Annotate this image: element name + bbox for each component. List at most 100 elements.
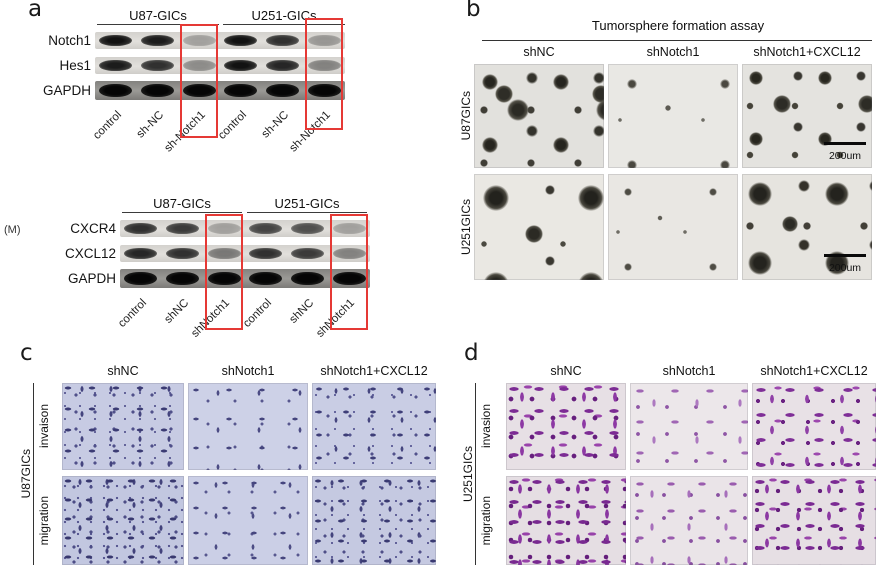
protein-band [249, 272, 283, 285]
row-label-invasion: invasion [478, 404, 493, 449]
micrograph-u251-migration-shnc [506, 476, 626, 565]
protein-label: CXCR4 [70, 221, 116, 236]
lane-label: sh-NC [134, 109, 167, 141]
blot-strip [120, 269, 370, 288]
micrograph-u87-migration-shnotch1 [188, 476, 308, 565]
protein-band [307, 60, 341, 71]
lane-label: control [216, 109, 250, 142]
micrograph-u251-shnotch1-spheres [608, 174, 738, 280]
scale-bar: 200um [824, 142, 866, 164]
micrograph-u87-invasion-shnc [62, 383, 184, 470]
protein-label: GAPDH [67, 271, 116, 286]
protein-band [207, 248, 241, 259]
micrograph-u87-invasion-shnotch1 [188, 383, 308, 470]
protein-band [124, 272, 158, 285]
panel-a: a U87-GICs U251-GICs Notch1 Hes1 [4, 0, 450, 346]
column-header-shnc: shNC [550, 364, 582, 378]
protein-band [182, 60, 216, 71]
protein-band [124, 248, 158, 259]
blot-row-gapdh: GAPDH [40, 78, 352, 103]
title-underline [482, 40, 872, 41]
scale-bar: 200um [824, 254, 866, 276]
protein-band [332, 272, 366, 285]
micrograph-u87-migration-shnotch1-cxcl12 [312, 476, 436, 565]
lane-label: shNC [162, 297, 192, 326]
blot-strip [120, 245, 370, 262]
panel-c-letter: c [20, 340, 33, 366]
column-header-shnotch1: shNotch1 [662, 364, 716, 378]
scale-bar-line [824, 142, 866, 145]
blot-strip [120, 220, 370, 237]
lane-label: shNC [287, 297, 317, 326]
protein-band [290, 223, 324, 234]
protein-band [265, 84, 299, 97]
row-label-migration: migration [36, 495, 51, 546]
protein-band [290, 272, 324, 285]
protein-band [140, 35, 174, 46]
highlight-box [180, 24, 218, 138]
panel-d: d shNC shNotch1 shNotch1+CXCL12 U251GICs… [458, 340, 882, 572]
row-label-u251gics: U251GICs [458, 198, 473, 256]
lane-label: control [241, 297, 275, 330]
row-label-box: migration [478, 476, 493, 565]
row-label-invasion: invaison [36, 404, 51, 449]
protein-band [332, 248, 366, 259]
protein-band [207, 272, 241, 285]
highlight-box [205, 214, 243, 330]
protein-band [249, 248, 283, 259]
blot-strip [95, 57, 345, 74]
column-header-shnotch1: shNotch1 [221, 364, 275, 378]
protein-band [165, 272, 199, 285]
micrograph-u87-shnotch1-cxcl12-spheres: 200um [742, 64, 872, 168]
highlight-box [330, 214, 368, 330]
group-header-u87: U87-GICs [97, 8, 219, 25]
protein-band [332, 223, 366, 234]
row-label-box: migration [36, 476, 51, 565]
column-header-shnotch1-cxcl12: shNotch1+CXCL12 [320, 364, 428, 378]
lane-label: control [91, 109, 125, 142]
scale-bar-line [824, 254, 866, 257]
western-blot-notch1: U87-GICs U251-GICs Notch1 Hes1 [40, 8, 352, 163]
protein-band [265, 35, 299, 46]
protein-band [249, 223, 283, 234]
cell-line-label-box: U251GICs [460, 383, 476, 565]
micrograph-u251-invasion-shnotch1 [630, 383, 748, 470]
highlight-box [305, 18, 343, 130]
blot-row-hes1: Hes1 [40, 53, 352, 78]
column-header-shnotch1-cxcl12: shNotch1+CXCL12 [760, 364, 868, 378]
protein-label: CXCL12 [64, 246, 116, 261]
panel-a-letter: a [28, 0, 43, 22]
protein-band [165, 223, 199, 234]
row-label-box: invaison [36, 383, 51, 470]
protein-band [140, 60, 174, 71]
side-note: (M) [4, 224, 21, 236]
micrograph-u251-shnc-spheres [474, 174, 604, 280]
column-header-shnotch1-cxcl12: shNotch1+CXCL12 [753, 45, 861, 59]
group-header-u87: U87-GICs [122, 196, 242, 213]
protein-band [140, 84, 174, 97]
blot-strip [95, 81, 345, 100]
protein-label: GAPDH [42, 83, 91, 98]
row-label-box: U251GICs [458, 174, 473, 280]
scale-bar-label: 200um [828, 262, 862, 274]
cell-line-label-box: U87GICs [18, 383, 34, 565]
row-label-migration: migration [478, 495, 493, 546]
row-label-u87gics: U87GICs [458, 91, 473, 141]
blot-group-header-row: U87-GICs U251-GICs [55, 196, 373, 216]
protein-band [224, 35, 258, 46]
panel-b-letter: b [466, 0, 481, 22]
blot-strip [95, 32, 345, 49]
micrograph-u251-shnotch1-cxcl12-spheres: 200um [742, 174, 872, 280]
panel-d-letter: d [464, 340, 479, 366]
protein-band [224, 84, 258, 97]
column-header-shnc: shNC [523, 45, 555, 59]
group-header-u251: U251-GICs [223, 8, 345, 25]
protein-band [265, 60, 299, 71]
assay-title: Tumorsphere formation assay [591, 18, 765, 33]
group-header-u251: U251-GICs [247, 196, 367, 213]
micrograph-u251-invasion-shnc [506, 383, 626, 470]
protein-band [307, 35, 341, 46]
protein-band [182, 35, 216, 46]
blot-row-cxcl12: CXCL12 [55, 241, 373, 266]
